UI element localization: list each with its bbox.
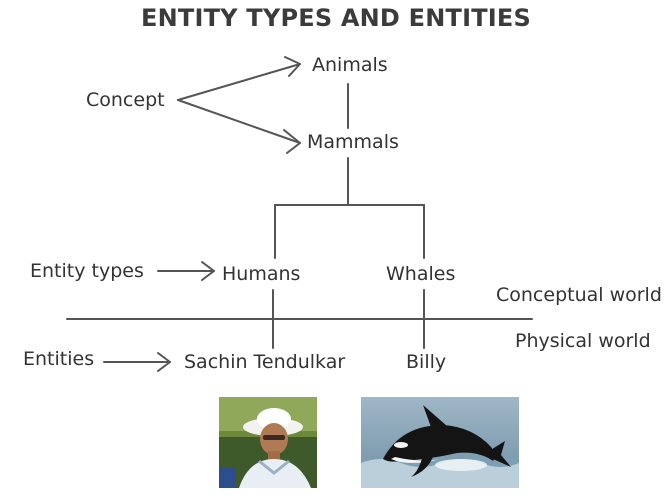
concept-animals-arrow: [177, 63, 301, 101]
concept-mammals-arrow: [177, 99, 301, 144]
physical-world-label: Physical world: [515, 330, 651, 352]
concept-animals-arrowhead: [284, 56, 301, 77]
entities-arrowhead: [157, 352, 171, 372]
entities-label: Entities: [23, 348, 95, 370]
animals-node: Animals: [312, 54, 388, 76]
entity-types-label: Entity types: [30, 260, 144, 282]
entity-types-arrowhead: [201, 261, 215, 281]
mammals-node: Mammals: [307, 131, 399, 153]
page-title: ENTITY TYPES AND ENTITIES: [141, 4, 531, 32]
cricketer-photo: [219, 397, 317, 488]
orca-photo: [361, 397, 519, 488]
conceptual-world-label: Conceptual world: [496, 284, 662, 306]
billy-node: Billy: [406, 351, 447, 373]
humans-node: Humans: [222, 263, 301, 285]
concept-label: Concept: [86, 89, 165, 111]
concept-mammals-arrowhead: [283, 129, 301, 154]
sachin-node: Sachin Tendulkar: [184, 351, 346, 373]
whales-node: Whales: [386, 263, 456, 285]
